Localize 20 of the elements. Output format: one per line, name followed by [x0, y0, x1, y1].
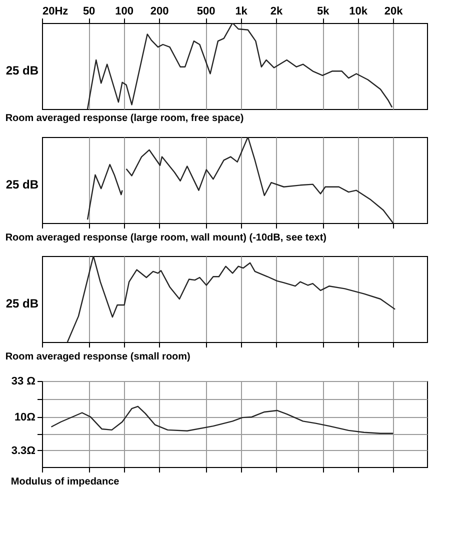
- x-tick-label: 5k: [316, 6, 330, 18]
- x-tick-label: 20k: [384, 6, 404, 18]
- y-tick-label: 3.3Ω: [11, 444, 36, 457]
- text: Modulus of impedance: [10, 476, 120, 488]
- x-tick-label: 1k: [235, 6, 248, 18]
- x-tick-label: 500: [196, 6, 216, 18]
- text: Room averaged response (large room, free space): [5, 113, 244, 124]
- x-tick-label: 50: [82, 6, 96, 18]
- y-tick-label: 33 Ω: [11, 376, 36, 388]
- text: 25 dB: [6, 178, 39, 192]
- text: 25 dB: [6, 296, 39, 310]
- text: 25 dB: [6, 64, 39, 78]
- text: Room averaged response (small room): [5, 352, 190, 362]
- x-tick-label: 2k: [270, 6, 284, 18]
- x-tick-label: 100: [115, 6, 134, 18]
- y-tick-label: 10Ω: [14, 411, 36, 424]
- text: Room averaged response (large room, wall mount) (-10dB, see text): [5, 232, 327, 244]
- x-tick-label: 20Hz: [42, 6, 69, 18]
- x-tick-label: 10k: [349, 6, 368, 18]
- x-tick-label: 200: [150, 6, 169, 18]
